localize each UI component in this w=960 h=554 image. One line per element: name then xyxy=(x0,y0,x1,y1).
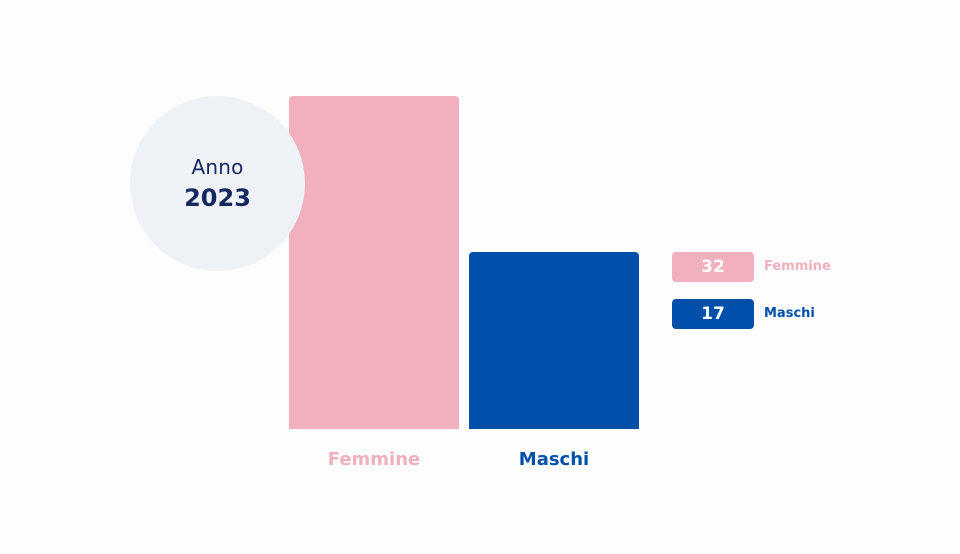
category-label-maschi: Maschi xyxy=(518,449,590,470)
year-badge: Anno 2023 xyxy=(130,96,305,271)
legend-value-maschi: 17 xyxy=(672,299,754,329)
year-value: 2023 xyxy=(184,183,251,212)
legend-name-femmine: Femmine xyxy=(764,259,831,274)
legend-name-maschi: Maschi xyxy=(764,306,815,321)
legend-value-femmine: 32 xyxy=(672,252,754,282)
bar-femmine xyxy=(289,96,459,429)
category-label-femmine: Femmine xyxy=(327,449,421,470)
bar-maschi xyxy=(469,252,639,429)
year-label: Anno xyxy=(191,154,244,179)
